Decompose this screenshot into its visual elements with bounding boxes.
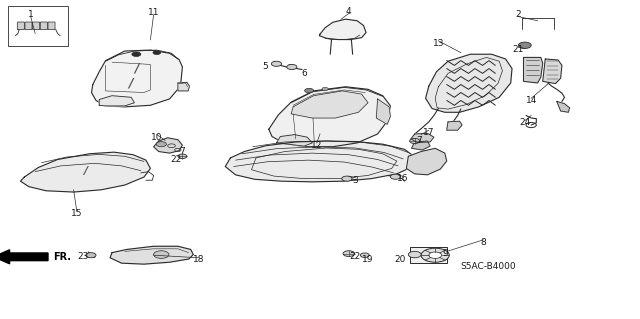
FancyBboxPatch shape	[25, 22, 32, 30]
Circle shape	[518, 42, 531, 48]
Polygon shape	[276, 135, 312, 146]
Polygon shape	[110, 246, 193, 264]
Polygon shape	[524, 57, 543, 83]
Polygon shape	[291, 91, 368, 118]
Circle shape	[305, 88, 314, 93]
Circle shape	[360, 253, 369, 257]
Text: 2: 2	[516, 10, 521, 19]
Polygon shape	[411, 133, 434, 143]
Text: 13: 13	[433, 39, 444, 48]
Polygon shape	[412, 141, 430, 150]
Polygon shape	[319, 19, 366, 40]
Text: 3: 3	[353, 176, 358, 185]
Text: 24: 24	[519, 118, 531, 127]
Bar	[410, 247, 447, 263]
Text: 16: 16	[397, 174, 409, 183]
Circle shape	[156, 142, 166, 147]
Circle shape	[178, 154, 187, 159]
Text: 10: 10	[151, 133, 163, 142]
Text: /: /	[83, 166, 87, 176]
FancyBboxPatch shape	[40, 22, 47, 30]
Text: 23: 23	[77, 252, 89, 261]
Polygon shape	[406, 148, 447, 175]
FancyBboxPatch shape	[33, 22, 40, 30]
Circle shape	[86, 253, 96, 258]
Circle shape	[408, 251, 421, 258]
Text: 7: 7	[180, 147, 185, 156]
Polygon shape	[557, 101, 570, 112]
Circle shape	[421, 248, 449, 262]
Circle shape	[154, 251, 169, 258]
Polygon shape	[154, 138, 182, 153]
Text: /: /	[134, 62, 139, 75]
Text: 5: 5	[263, 63, 268, 71]
Text: 9: 9	[442, 249, 447, 258]
Text: 8: 8	[481, 238, 486, 247]
Polygon shape	[269, 87, 390, 147]
Circle shape	[390, 174, 401, 179]
Text: /: /	[128, 76, 132, 89]
Polygon shape	[92, 50, 182, 107]
Text: 19: 19	[362, 256, 374, 264]
Circle shape	[342, 176, 352, 181]
Polygon shape	[99, 96, 134, 106]
Polygon shape	[447, 121, 462, 130]
Text: 6: 6	[301, 69, 307, 78]
Bar	[8, 6, 68, 46]
Text: 17: 17	[423, 128, 435, 137]
Text: 11: 11	[148, 8, 159, 17]
Polygon shape	[426, 54, 512, 112]
Circle shape	[287, 64, 297, 70]
Circle shape	[410, 138, 420, 144]
Text: 22: 22	[170, 155, 182, 164]
Polygon shape	[178, 82, 189, 91]
Circle shape	[322, 87, 328, 91]
Circle shape	[153, 51, 161, 55]
Text: S5AC-B4000: S5AC-B4000	[461, 262, 516, 271]
Circle shape	[132, 52, 141, 56]
Polygon shape	[225, 141, 416, 182]
Text: FR.: FR.	[53, 252, 71, 262]
Polygon shape	[376, 99, 390, 124]
Text: 12: 12	[311, 141, 323, 150]
Text: 18: 18	[193, 256, 204, 264]
Text: 14: 14	[525, 96, 537, 105]
Text: 20: 20	[394, 256, 406, 264]
Text: 15: 15	[71, 209, 83, 218]
Polygon shape	[20, 152, 150, 192]
Circle shape	[429, 252, 442, 258]
Text: 21: 21	[513, 45, 524, 54]
FancyBboxPatch shape	[48, 22, 55, 30]
FancyBboxPatch shape	[17, 22, 24, 30]
Text: 1: 1	[28, 10, 33, 19]
Circle shape	[343, 251, 355, 256]
Text: 4: 4	[346, 7, 351, 16]
Text: 7: 7	[417, 136, 422, 145]
Polygon shape	[543, 59, 562, 84]
Text: 22: 22	[349, 252, 361, 261]
Polygon shape	[0, 250, 48, 264]
Circle shape	[271, 61, 282, 66]
